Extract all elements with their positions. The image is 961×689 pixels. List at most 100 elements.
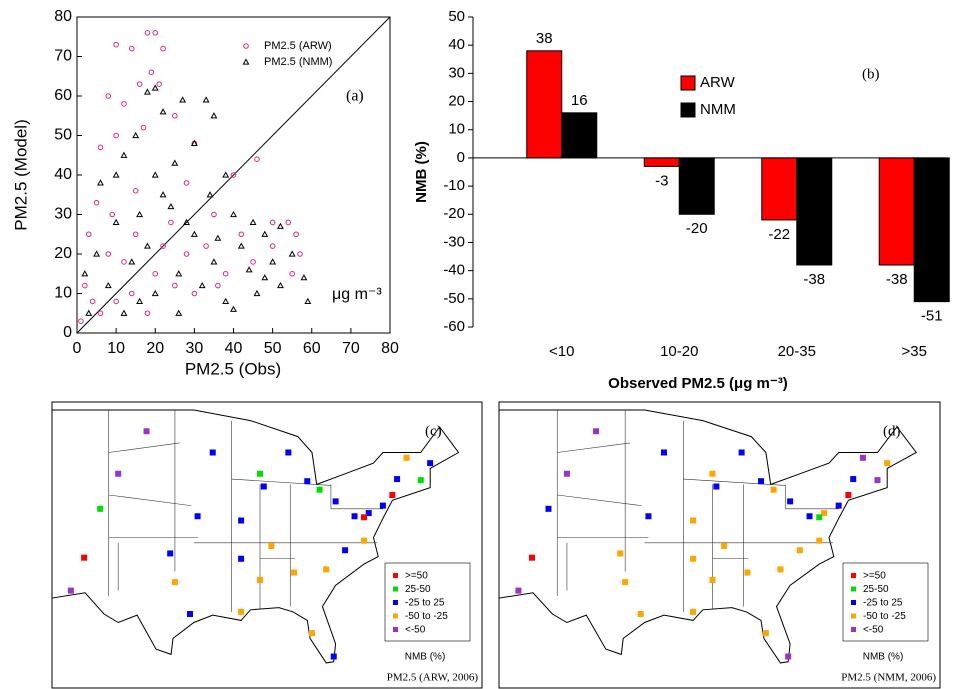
point [89,298,96,305]
site-marker [770,486,777,493]
point [202,96,210,103]
point [238,231,245,238]
site-marker [238,608,245,615]
value-label: -51 [921,308,943,325]
site-marker [796,547,803,554]
state-border [557,442,631,453]
state-border [108,442,180,453]
panel-label: (c) [425,423,442,439]
point [159,191,167,198]
legend-marker [242,58,250,65]
legend-label: PM2.5 (NMM) [264,56,332,68]
y-tick-label: 20 [54,245,72,262]
point [143,88,151,95]
point [167,202,175,210]
point [128,258,136,265]
site-marker [403,454,410,461]
one-to-one-line [76,16,391,334]
site-marker [709,577,716,583]
point [120,309,128,316]
point [206,191,214,198]
y-tick-label: -30 [443,233,465,250]
legend-frame [842,562,929,642]
site-marker [365,510,372,517]
point [109,211,116,218]
legend-marker [243,43,249,49]
legend-swatch [393,627,398,632]
site-marker [785,653,792,660]
map-outline [51,409,460,664]
point [222,270,229,277]
state-border [231,478,331,486]
x-tick-label: 30 [185,340,203,357]
site-marker [713,483,720,490]
x-tick-label: 10 [107,340,125,357]
point [93,250,101,257]
site-marker [645,513,652,520]
point [113,41,119,48]
bar [526,50,563,159]
legend-label: PM2.5 (ARW) [264,40,332,52]
point [250,259,256,265]
bar [643,157,680,167]
legend-label: -25 to 25 [863,598,903,609]
point [214,234,222,241]
site-marker [143,428,150,435]
site-marker [835,502,842,509]
point [144,30,151,36]
site-marker [690,608,697,615]
point [128,290,135,297]
value-label: -38 [803,271,825,288]
point [112,171,120,178]
point [136,210,144,218]
point [112,218,120,225]
y-tick-label: 0 [63,324,72,341]
x-tick-label: 0 [73,340,82,357]
legend-label: -50 to -25 [863,611,906,622]
y-tick-label: 50 [448,8,465,25]
panel-label: (b) [862,66,880,82]
point [172,112,178,119]
point [143,242,151,249]
site-marker [379,502,386,509]
bar [761,157,798,221]
point [245,266,253,273]
point [104,281,112,289]
site-marker [417,477,424,484]
y-tick-label: 20 [448,93,465,110]
y-tick-label: 70 [54,48,72,65]
x-axis-label: Observed PM2.5 (μg m⁻³) [608,375,788,392]
site-marker [738,449,745,456]
y-tick-label: 60 [54,87,72,104]
bar [878,157,915,266]
legend-label: -25 to 25 [405,598,445,609]
point [171,159,179,166]
y-tick-label: 30 [448,64,465,81]
point [97,179,104,186]
site-marker [884,460,891,467]
site-marker [291,569,298,576]
y-tick-label: -40 [443,262,465,279]
map-outline [498,409,918,664]
site-marker [167,550,174,557]
site-marker [617,550,624,557]
legend-label: <-50 [863,625,884,636]
point [172,282,178,289]
point [222,171,230,178]
site-marker [787,498,794,505]
site-marker [257,577,263,583]
y-tick-label: -10 [443,177,465,194]
y-tick-label: 10 [54,285,72,302]
y-tick-label: -50 [443,290,465,307]
legend-label: <-50 [405,625,426,636]
site-marker [690,555,697,562]
point [82,282,88,289]
point [261,274,269,281]
point [175,309,183,316]
site-marker [330,653,337,660]
x-tick-label: 20-35 [778,343,816,360]
point [160,243,166,249]
value-label: 38 [536,30,553,47]
site-marker [806,513,813,520]
site-marker [268,543,275,549]
